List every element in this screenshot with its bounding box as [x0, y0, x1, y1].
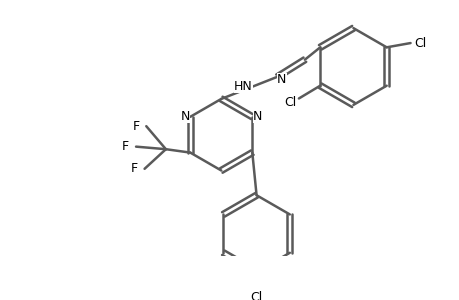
Text: F: F	[132, 120, 139, 133]
Text: F: F	[122, 140, 129, 153]
Text: F: F	[130, 162, 137, 175]
Text: Cl: Cl	[250, 291, 262, 300]
Text: N: N	[180, 110, 190, 123]
Text: Cl: Cl	[284, 96, 296, 109]
Text: N: N	[252, 110, 262, 123]
Text: N: N	[277, 73, 286, 86]
Text: Cl: Cl	[414, 37, 426, 50]
Text: HN: HN	[234, 80, 252, 93]
